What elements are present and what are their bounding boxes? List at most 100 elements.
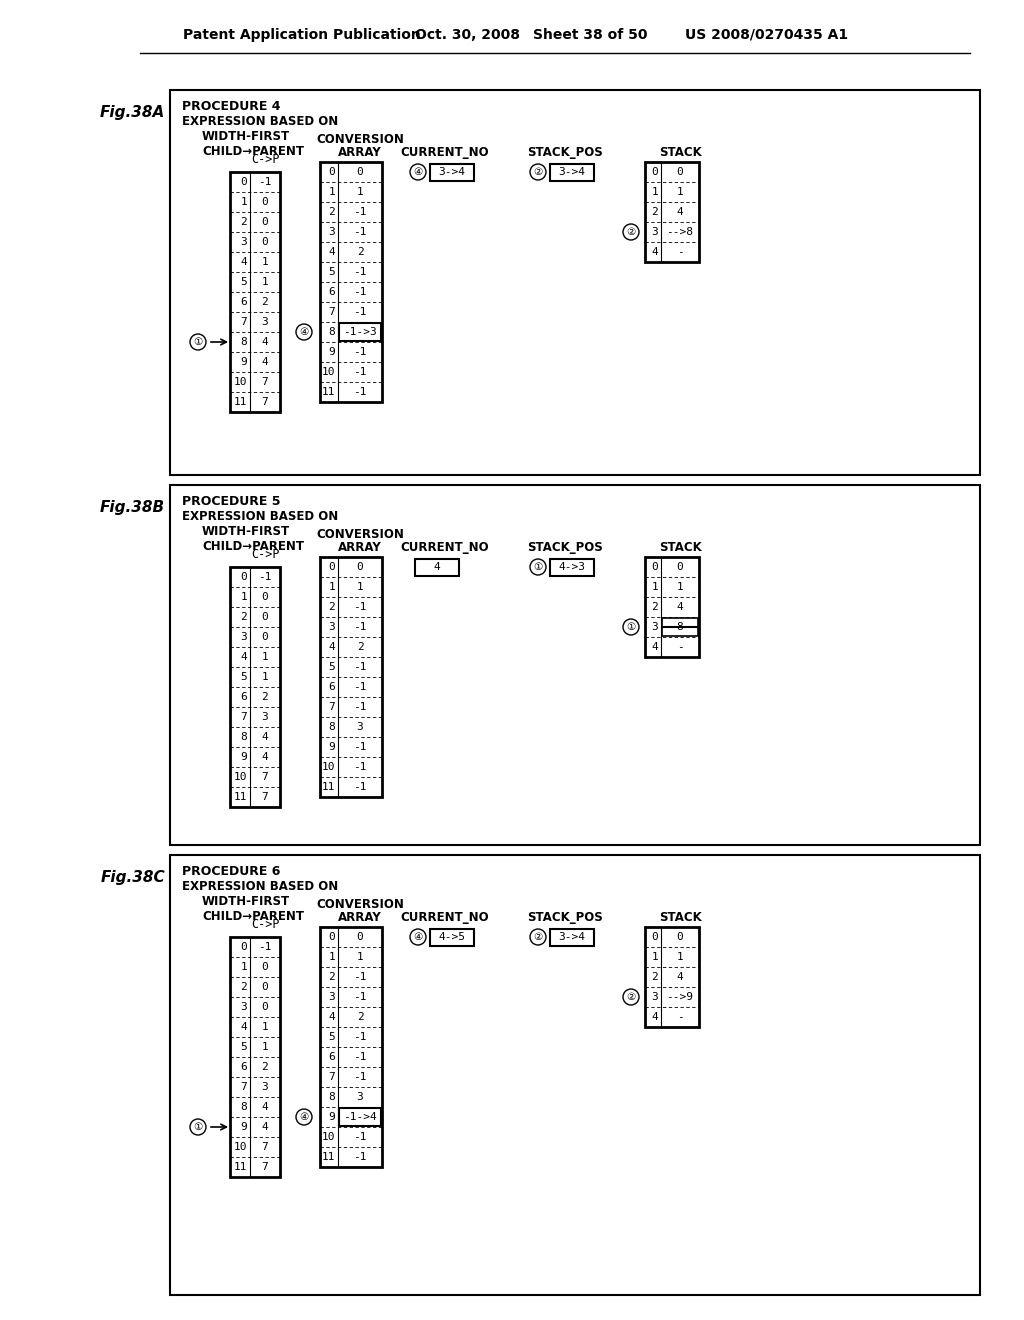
- Text: 1: 1: [261, 257, 268, 267]
- Text: 5: 5: [329, 1032, 335, 1041]
- Text: 0: 0: [261, 238, 268, 247]
- Text: CONVERSION: CONVERSION: [316, 133, 403, 147]
- Text: Fig.38A: Fig.38A: [99, 106, 165, 120]
- Text: -1: -1: [353, 682, 367, 692]
- Text: CHILD→PARENT: CHILD→PARENT: [202, 145, 304, 158]
- Text: ARRAY: ARRAY: [338, 541, 382, 554]
- Text: 0: 0: [651, 562, 658, 572]
- Bar: [319, 162, 382, 403]
- Text: 4: 4: [651, 1012, 658, 1022]
- Text: 2: 2: [651, 602, 658, 612]
- Text: -->9: -->9: [667, 993, 693, 1002]
- Text: 10: 10: [322, 367, 335, 378]
- Text: 4: 4: [433, 562, 440, 572]
- Text: CONVERSION: CONVERSION: [316, 528, 403, 541]
- Text: 4->3: 4->3: [558, 562, 586, 572]
- Text: 10: 10: [322, 762, 335, 772]
- Text: Fig.38C: Fig.38C: [100, 870, 165, 884]
- Text: 4: 4: [651, 642, 658, 652]
- Text: 5: 5: [241, 672, 247, 682]
- Text: 7: 7: [261, 1142, 268, 1152]
- Text: -1: -1: [258, 942, 271, 952]
- Text: -1: -1: [353, 1133, 367, 1142]
- Text: 0: 0: [651, 932, 658, 942]
- Text: 0: 0: [356, 932, 364, 942]
- Text: 3: 3: [329, 993, 335, 1002]
- Text: 8: 8: [241, 733, 247, 742]
- Text: 3: 3: [241, 1002, 247, 1012]
- Text: 3: 3: [261, 711, 268, 722]
- Text: -1: -1: [353, 663, 367, 672]
- Text: 0: 0: [651, 168, 658, 177]
- Text: 0: 0: [261, 982, 268, 993]
- Text: ④: ④: [299, 1111, 308, 1122]
- Text: 0: 0: [261, 1002, 268, 1012]
- Bar: [170, 855, 980, 1295]
- Text: 0: 0: [261, 962, 268, 972]
- Text: 2: 2: [261, 297, 268, 308]
- Text: 8: 8: [329, 327, 335, 337]
- Text: 1: 1: [261, 1022, 268, 1032]
- Text: C->P: C->P: [251, 153, 280, 166]
- Text: 10: 10: [322, 1133, 335, 1142]
- Text: 7: 7: [261, 772, 268, 781]
- Text: 8: 8: [241, 1102, 247, 1111]
- Text: 7: 7: [241, 317, 247, 327]
- Text: ①: ①: [194, 1122, 203, 1133]
- Text: -1: -1: [353, 622, 367, 632]
- Bar: [230, 172, 280, 412]
- Text: 2: 2: [356, 642, 364, 652]
- Text: ARRAY: ARRAY: [338, 147, 382, 158]
- Text: 5: 5: [329, 267, 335, 277]
- Text: 0: 0: [329, 932, 335, 942]
- Text: -1: -1: [353, 286, 367, 297]
- Text: 2: 2: [356, 1012, 364, 1022]
- Text: 0: 0: [261, 216, 268, 227]
- Text: ②: ②: [627, 993, 636, 1002]
- Text: C->P: C->P: [251, 917, 280, 931]
- Text: 9: 9: [329, 347, 335, 356]
- Text: 0: 0: [261, 632, 268, 642]
- Text: 1: 1: [261, 652, 268, 663]
- Text: 9: 9: [329, 742, 335, 752]
- Text: 3: 3: [261, 1082, 268, 1092]
- Bar: [550, 929, 594, 946]
- Text: 0: 0: [241, 177, 247, 187]
- Text: 0: 0: [677, 168, 683, 177]
- Text: 7: 7: [329, 1072, 335, 1082]
- Text: 4: 4: [261, 752, 268, 762]
- Text: ④: ④: [414, 932, 423, 942]
- Text: ①: ①: [534, 562, 543, 572]
- Text: 2: 2: [329, 207, 335, 216]
- Bar: [339, 323, 381, 341]
- Text: CHILD→PARENT: CHILD→PARENT: [202, 909, 304, 923]
- Text: 10: 10: [233, 1142, 247, 1152]
- Text: Oct. 30, 2008: Oct. 30, 2008: [415, 28, 520, 42]
- Text: 4: 4: [329, 642, 335, 652]
- Text: -1: -1: [353, 742, 367, 752]
- Text: ②: ②: [627, 227, 636, 238]
- Text: 0: 0: [677, 562, 683, 572]
- Text: 1: 1: [356, 952, 364, 962]
- Text: 0: 0: [261, 197, 268, 207]
- Text: 11: 11: [322, 1152, 335, 1162]
- Text: 3: 3: [241, 238, 247, 247]
- Text: -1->4: -1->4: [343, 1111, 377, 1122]
- Text: ②: ②: [534, 168, 543, 177]
- Text: -1: -1: [353, 702, 367, 711]
- Text: 6: 6: [329, 682, 335, 692]
- Text: 1: 1: [677, 187, 683, 197]
- Text: -1: -1: [353, 227, 367, 238]
- Bar: [319, 927, 382, 1167]
- Text: STACK: STACK: [658, 911, 701, 924]
- Text: STACK_POS: STACK_POS: [527, 911, 603, 924]
- Text: 1: 1: [329, 952, 335, 962]
- Text: 1: 1: [356, 582, 364, 591]
- Text: 7: 7: [261, 1162, 268, 1172]
- Text: 4: 4: [261, 337, 268, 347]
- Text: 6: 6: [329, 1052, 335, 1063]
- Text: 9: 9: [241, 1122, 247, 1133]
- Text: ④: ④: [299, 327, 308, 337]
- Text: CHILD→PARENT: CHILD→PARENT: [202, 540, 304, 553]
- Text: 6: 6: [241, 692, 247, 702]
